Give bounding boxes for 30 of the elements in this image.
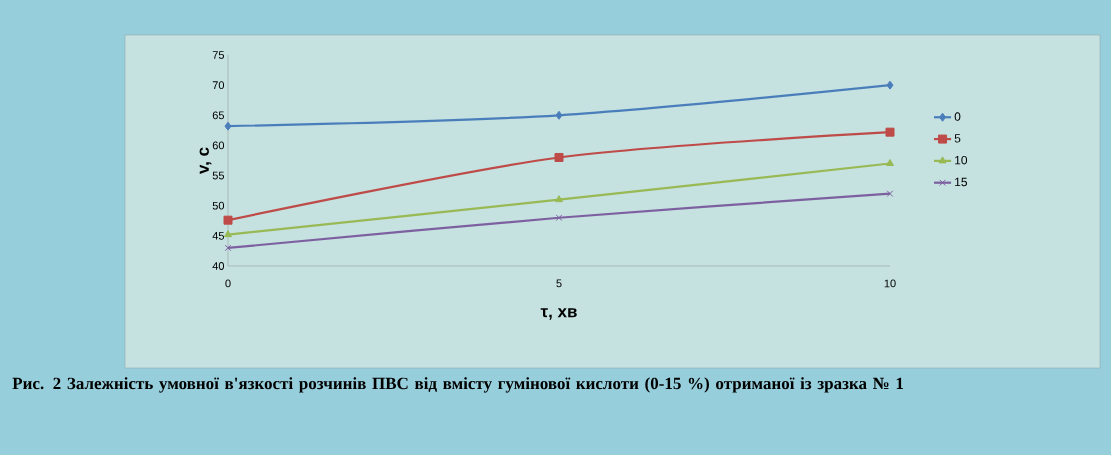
point (885, 127, 895, 137)
x-tick-label: 5 (556, 279, 562, 288)
text: Рис. 2 Залежність умовної в'язкості розчинів ПВС від вмісту гумінової кислоти (0-15 %) отриманої із зразка № 1 (12, 377, 904, 393)
y-tick-label: 50 (212, 201, 225, 210)
y-tick-label: 45 (212, 232, 225, 240)
point (555, 110, 563, 120)
point (886, 190, 894, 197)
point (555, 195, 563, 203)
point (224, 230, 232, 238)
y-tick-label: 40 (212, 262, 225, 270)
y-tick-label: 60 (212, 141, 225, 150)
legend-label: 0 (954, 112, 961, 121)
legend-label: 15 (955, 177, 968, 187)
point (224, 244, 232, 252)
y-tick-label: 65 (212, 111, 225, 120)
legend-label: 10 (955, 155, 968, 165)
point (554, 152, 564, 162)
y-axis-title: v, с (199, 147, 212, 174)
point (555, 214, 563, 222)
y-tick-label: 55 (212, 171, 225, 180)
x-axis-title: τ, хв (540, 308, 577, 320)
point (224, 121, 232, 131)
x-tick-label: 0 (225, 279, 231, 288)
y-tick-label: 75 (212, 51, 225, 59)
point (886, 159, 894, 167)
point (223, 215, 233, 225)
y-tick-label: 70 (212, 81, 225, 90)
point (886, 80, 894, 90)
x-tick-label: 10 (884, 279, 896, 288)
legend-label: 5 (954, 134, 961, 143)
